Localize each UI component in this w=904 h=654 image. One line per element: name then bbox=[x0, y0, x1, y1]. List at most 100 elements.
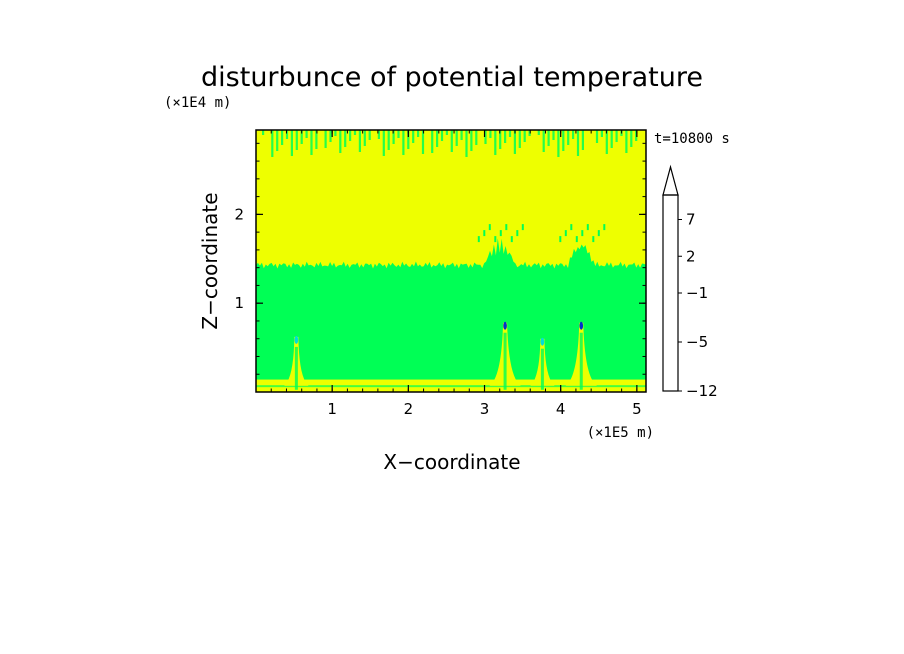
bump-speckle bbox=[603, 224, 606, 231]
plume-tip-1 bbox=[294, 335, 299, 344]
plume-core-2 bbox=[503, 332, 507, 390]
colorbar-tick-label: 7 bbox=[686, 211, 696, 229]
bump-speckle bbox=[592, 236, 595, 243]
top-speckle bbox=[475, 130, 478, 145]
top-speckle bbox=[552, 130, 555, 140]
top-speckle bbox=[610, 130, 613, 148]
colorbar-extension bbox=[662, 164, 679, 196]
bump-speckle bbox=[510, 236, 513, 243]
top-speckle bbox=[310, 130, 313, 155]
colorbar: −12−5−127 bbox=[662, 164, 718, 400]
bump-speckle bbox=[483, 230, 486, 237]
top-speckle bbox=[421, 130, 425, 154]
chart-title: disturbunce of potential temperature bbox=[201, 62, 703, 93]
top-speckle bbox=[295, 130, 298, 150]
top-speckle bbox=[368, 130, 371, 140]
top-speckle bbox=[440, 130, 444, 141]
top-speckle bbox=[363, 130, 366, 146]
y-tick-label: 1 bbox=[234, 294, 244, 312]
top-speckle bbox=[285, 130, 289, 139]
top-speckle bbox=[305, 130, 308, 138]
plume-core-3 bbox=[540, 348, 544, 390]
top-speckle bbox=[436, 130, 439, 147]
top-speckle bbox=[445, 130, 448, 135]
top-speckle bbox=[353, 130, 357, 135]
colorbar-tick-label: −5 bbox=[686, 333, 708, 351]
top-speckle bbox=[402, 130, 405, 155]
plume-tip-3 bbox=[540, 337, 545, 346]
top-speckle bbox=[460, 130, 463, 140]
top-speckle bbox=[513, 130, 516, 154]
bump-speckle bbox=[570, 224, 573, 231]
top-speckle bbox=[339, 130, 342, 153]
top-speckle bbox=[324, 130, 327, 148]
top-speckle bbox=[431, 130, 434, 153]
top-speckle bbox=[262, 130, 265, 135]
colorbar-tick-label: 2 bbox=[686, 247, 696, 265]
y-tick-label: 2 bbox=[234, 205, 244, 223]
top-speckle bbox=[397, 130, 400, 138]
top-speckle bbox=[572, 130, 575, 139]
x-tick-label: 5 bbox=[632, 400, 642, 418]
x-tick-label: 4 bbox=[556, 400, 566, 418]
top-speckle bbox=[600, 130, 603, 137]
top-speckle bbox=[605, 130, 608, 154]
top-speckle bbox=[567, 130, 570, 145]
plume-core-1 bbox=[294, 346, 298, 390]
y-axis-label: Z−coordinate bbox=[198, 192, 222, 329]
top-speckle bbox=[344, 130, 347, 147]
plume-tip-4 bbox=[579, 321, 584, 330]
top-speckle bbox=[450, 130, 453, 152]
x-tick-label: 2 bbox=[404, 400, 414, 418]
bump-speckle bbox=[494, 236, 497, 243]
top-speckle bbox=[635, 130, 638, 141]
x-tick-label: 1 bbox=[327, 400, 337, 418]
top-speckle bbox=[276, 130, 279, 151]
top-speckle bbox=[542, 130, 545, 152]
x-axis-label: X−coordinate bbox=[383, 450, 520, 474]
top-speckle bbox=[329, 130, 332, 142]
top-speckle bbox=[494, 130, 497, 155]
bump-speckle bbox=[521, 224, 524, 231]
top-speckle bbox=[465, 130, 468, 157]
top-speckle bbox=[417, 130, 420, 137]
top-speckle bbox=[615, 130, 618, 142]
top-speckle bbox=[271, 130, 274, 157]
bump-speckle bbox=[564, 230, 567, 237]
top-speckle bbox=[528, 130, 531, 136]
bump-speckle bbox=[488, 224, 491, 231]
top-speckle bbox=[358, 130, 361, 152]
lower-layer-fill bbox=[256, 238, 646, 392]
bump-speckle bbox=[597, 230, 600, 237]
contour-layers bbox=[256, 130, 646, 392]
top-speckle bbox=[387, 130, 390, 150]
surface-streak bbox=[256, 385, 646, 388]
top-speckle bbox=[382, 130, 385, 156]
top-speckle bbox=[499, 130, 502, 149]
top-speckle bbox=[547, 130, 550, 146]
top-speckle bbox=[581, 130, 584, 150]
top-speckle bbox=[407, 130, 410, 149]
top-speckle bbox=[412, 130, 415, 143]
time-label: t=10800 s bbox=[654, 131, 730, 147]
bump-speckle bbox=[516, 230, 519, 237]
top-speckle bbox=[281, 130, 284, 145]
bump-speckle bbox=[477, 236, 480, 243]
plume-core-4 bbox=[579, 332, 583, 390]
top-speckle bbox=[349, 130, 352, 141]
bump-speckle bbox=[575, 236, 578, 243]
top-speckle bbox=[455, 130, 458, 146]
bump-speckle bbox=[499, 230, 502, 237]
bump-speckle bbox=[586, 224, 589, 231]
contour-field bbox=[256, 130, 646, 392]
top-speckle bbox=[557, 130, 560, 157]
top-speckle bbox=[630, 130, 633, 147]
colorbar-frame bbox=[662, 194, 679, 392]
top-speckle bbox=[392, 130, 395, 144]
plume-tip-2 bbox=[503, 321, 507, 330]
top-speckle bbox=[504, 130, 507, 143]
top-speckle bbox=[334, 130, 337, 136]
bump-speckle bbox=[559, 236, 562, 243]
bump-speckle bbox=[505, 224, 508, 231]
top-speckle bbox=[470, 130, 473, 151]
